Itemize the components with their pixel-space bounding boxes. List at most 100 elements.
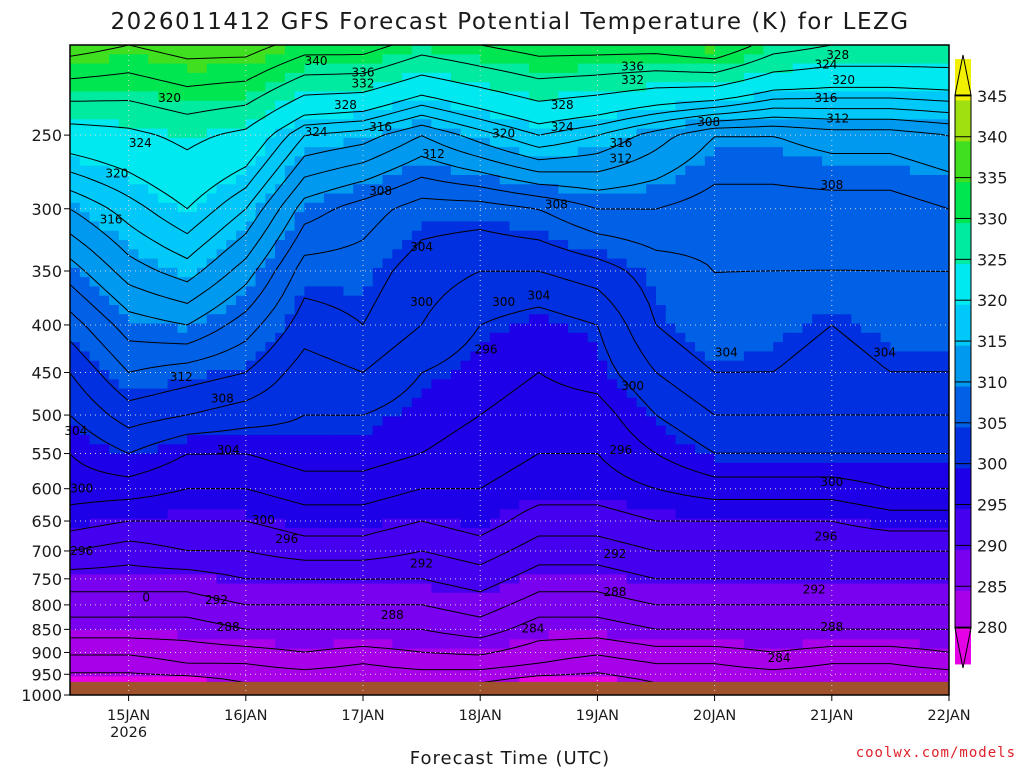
heatmap-cell	[167, 221, 179, 232]
heatmap-cell	[99, 91, 110, 102]
heatmap-cell	[245, 444, 257, 455]
heatmap-cell	[275, 676, 286, 687]
heatmap-cell	[353, 175, 364, 185]
heatmap-cell	[216, 490, 227, 501]
heatmap-cell	[245, 360, 257, 371]
heatmap-cell	[314, 45, 325, 55]
heatmap-cell	[372, 351, 384, 362]
heatmap-cell	[587, 110, 598, 120]
heatmap-cell	[99, 165, 110, 176]
heatmap-cell	[382, 648, 393, 659]
heatmap-cell	[216, 397, 227, 408]
heatmap-cell	[138, 110, 149, 120]
heatmap-cell	[118, 407, 130, 418]
heatmap-cell	[685, 221, 696, 232]
heatmap-cell	[529, 295, 540, 306]
heatmap-cell	[695, 583, 706, 594]
heatmap-cell	[128, 379, 139, 390]
heatmap-cell	[236, 676, 247, 687]
heatmap-cell	[695, 323, 706, 334]
heatmap-cell	[665, 249, 677, 260]
heatmap-cell	[616, 546, 628, 557]
heatmap-cell	[607, 72, 618, 83]
heatmap-cell	[402, 472, 413, 483]
heatmap-cell	[695, 360, 706, 371]
heatmap-cell	[314, 407, 325, 418]
heatmap-cell	[548, 407, 559, 418]
heatmap-cell	[538, 305, 550, 315]
heatmap-cell	[568, 54, 579, 65]
heatmap-cell	[216, 657, 227, 668]
heatmap-cell	[568, 165, 579, 176]
heatmap-cell	[372, 202, 384, 213]
heatmap-cell	[314, 462, 325, 473]
heatmap-cell	[99, 175, 110, 185]
heatmap-cell	[343, 620, 354, 631]
heatmap-cell	[402, 435, 413, 445]
heatmap-cell	[587, 277, 598, 288]
heatmap-cell	[343, 110, 354, 120]
heatmap-cell	[196, 639, 208, 650]
heatmap-cell	[118, 110, 130, 120]
heatmap-cell	[363, 370, 374, 380]
heatmap-cell	[275, 555, 286, 566]
heatmap-cell	[157, 82, 169, 93]
heatmap-cell	[372, 82, 384, 93]
heatmap-cell	[157, 453, 169, 464]
heatmap-cell	[353, 267, 364, 278]
heatmap-cell	[743, 416, 755, 427]
heatmap-cell	[304, 137, 315, 148]
heatmap-cell	[646, 137, 657, 148]
heatmap-cell	[558, 193, 569, 204]
heatmap-cell	[646, 295, 657, 306]
heatmap-cell	[411, 620, 423, 631]
heatmap-cell	[675, 611, 686, 622]
heatmap-cell	[236, 537, 247, 548]
heatmap-cell	[431, 462, 442, 473]
heatmap-cell	[148, 286, 159, 297]
heatmap-cell	[587, 407, 598, 418]
heatmap-cell	[118, 240, 130, 250]
heatmap-cell	[236, 305, 247, 315]
heatmap-cell	[480, 370, 491, 380]
heatmap-cell	[607, 518, 618, 529]
heatmap-cell	[236, 500, 247, 510]
heatmap-cell	[265, 416, 276, 427]
heatmap-cell	[109, 221, 120, 232]
heatmap-cell	[314, 175, 325, 185]
heatmap-cell	[265, 175, 276, 185]
heatmap-cell	[489, 286, 501, 297]
heatmap-cell	[411, 305, 423, 315]
heatmap-cell	[636, 286, 647, 297]
heatmap-cell	[275, 565, 286, 575]
heatmap-cell	[509, 54, 520, 65]
heatmap-cell	[382, 277, 393, 288]
heatmap-cell	[480, 444, 491, 455]
heatmap-cell	[206, 370, 218, 380]
heatmap-cell	[148, 351, 159, 362]
heatmap-cell	[665, 481, 677, 492]
heatmap-cell	[284, 267, 296, 278]
heatmap-cell	[255, 295, 266, 306]
heatmap-cell	[79, 212, 91, 223]
heatmap-cell	[587, 546, 598, 557]
heatmap-cell	[411, 370, 423, 380]
heatmap-cell	[157, 165, 169, 176]
heatmap-cell	[529, 518, 540, 529]
heatmap-cell	[255, 82, 266, 93]
heatmap-cell	[353, 286, 364, 297]
heatmap-cell	[460, 202, 472, 213]
heatmap-cell	[372, 500, 384, 510]
heatmap-cell	[538, 54, 550, 65]
heatmap-cell	[314, 388, 325, 399]
heatmap-cell	[626, 397, 638, 408]
heatmap-cell	[695, 63, 706, 74]
heatmap-cell	[99, 527, 110, 538]
heatmap-cell	[323, 63, 335, 74]
heatmap-cell	[255, 407, 266, 418]
heatmap-cell	[441, 370, 452, 380]
heatmap-cell	[597, 342, 608, 353]
heatmap-cell	[470, 323, 481, 334]
heatmap-cell	[421, 527, 432, 538]
heatmap-cell	[284, 82, 296, 93]
